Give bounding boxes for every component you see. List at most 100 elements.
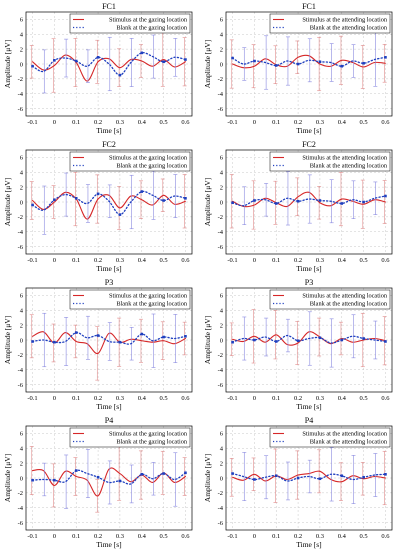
legend: Stimulus at the attending locationBlank … [269,289,391,310]
legend-label: Stimulus at the attending location [302,293,387,300]
blank-line [231,334,387,344]
data-point [96,192,100,196]
legend-box [269,151,391,172]
chart-panel-7: P4 -0.1 0 0.1 0.2 0.3 0.4 0.5 0.6 -6 -4 -2 0 2 4 6 Time … [3,416,193,549]
x-tick-label: 0.3 [116,395,124,402]
data-point [362,61,365,65]
data-point [140,190,144,193]
x-tick-label: 0.2 [94,119,102,126]
y-tick-label: 4 [20,308,24,315]
legend-label: Stimulus at the gazing location [109,155,188,162]
legend-box [69,427,191,448]
y-tick-label: -6 [218,520,224,527]
data-point [53,198,56,202]
plot-frame [25,287,193,393]
data-point [318,477,322,481]
data-point [184,471,187,475]
chart-title: P3 [105,278,113,287]
x-tick-label: 0.4 [338,395,347,402]
plot-frame [225,425,393,531]
legend-box [69,289,191,310]
y-tick-label: -2 [18,490,23,497]
y-axis-label: Amplitude [μV] [3,316,12,364]
data-point [384,194,387,198]
data-point [296,62,300,66]
data-point [362,200,365,204]
x-tick-label: 0.1 [72,533,80,540]
y-axis-label: Amplitude [μV] [203,178,212,226]
x-tick-label: 0.2 [94,257,102,264]
y-tick-label: -6 [218,382,224,389]
y-tick-label: -6 [18,520,24,527]
stimulus-series [29,171,187,230]
data-point [340,64,344,68]
legend-box [269,13,391,34]
y-axis-label: Amplitude [μV] [3,454,12,502]
legend-box [269,289,391,310]
y-tick-label: 4 [220,308,224,315]
y-tick-label: -2 [218,490,223,497]
data-point [362,337,365,340]
x-tick-label: 0 [53,119,56,126]
y-axis-label: Amplitude [μV] [203,316,212,364]
y-tick-label: 6 [220,431,224,438]
chart-title: FC1 [102,2,116,11]
legend-label: Stimulus at the attending location [302,431,387,438]
x-tick-label: 0.3 [116,257,124,264]
x-axis-label: Time [s] [296,402,321,411]
x-tick-label: 0.1 [72,257,80,264]
stimulus-line [31,54,186,82]
blank-line [31,52,187,76]
x-tick-label: 0.6 [181,119,190,126]
x-tick-label: 0.2 [94,395,102,402]
data-point [162,60,165,64]
x-axis-label: Time [s] [96,540,121,549]
data-point [274,64,278,67]
x-tick-label: 0.4 [138,257,147,264]
legend-label: Blank at the attending location [310,163,388,170]
legend-label: Blank at the gazing location [116,439,187,446]
y-tick-label: 2 [220,46,223,53]
x-tick-label: 0.6 [381,533,390,540]
data-point [96,334,100,337]
legend-label: Blank at the attending location [310,25,388,32]
legend: Stimulus at the attending locationBlank … [269,427,391,448]
x-tick-label: 0.5 [360,257,368,264]
y-tick-label: 2 [20,184,23,191]
y-tick-label: -6 [18,382,24,389]
plot-frame [25,425,193,531]
chart-panel-2: FC1 -0.1 0 0.1 0.2 0.3 0.4 0.5 0.6 -6 -4 -2 0 2 4 6 Time… [203,2,393,135]
legend-label: Stimulus at the attending location [302,155,387,162]
y-tick-label: -2 [18,214,23,221]
stimulus-line [232,331,386,346]
x-tick-label: 0.3 [316,395,324,402]
y-tick-label: 4 [220,446,224,453]
blank-series [231,311,387,368]
legend-label: Blank at the gazing location [116,301,187,308]
data-point [340,202,344,205]
data-point [74,59,78,63]
legend: Stimulus at the attending locationBlank … [269,13,391,34]
legend-label: Blank at the attending location [310,301,388,308]
x-tick-label: 0 [253,257,256,264]
plot-frame [225,11,393,117]
plot-frame [225,287,393,393]
data-point [184,334,187,338]
x-tick-label: -0.1 [27,533,37,540]
y-tick-label: 2 [20,46,23,53]
y-tick-label: 6 [220,155,224,162]
data-point [231,472,234,475]
blank-series [231,32,387,90]
chart-title: P4 [305,416,313,425]
y-tick-label: -4 [218,229,224,236]
data-point [74,469,78,472]
x-tick-label: 0 [253,119,256,126]
chart-panel-5: P3 -0.1 0 0.1 0.2 0.3 0.4 0.5 0.6 -6 -4 -2 0 2 4 6 Time … [3,278,193,411]
legend-label: Stimulus at the attending location [302,17,387,24]
legend-label: Blank at the gazing location [116,163,187,170]
y-tick-label: -6 [18,106,24,113]
data-point [274,474,278,478]
x-tick-label: 0.2 [294,257,302,264]
data-point [31,478,34,482]
stimulus-series [229,35,387,92]
